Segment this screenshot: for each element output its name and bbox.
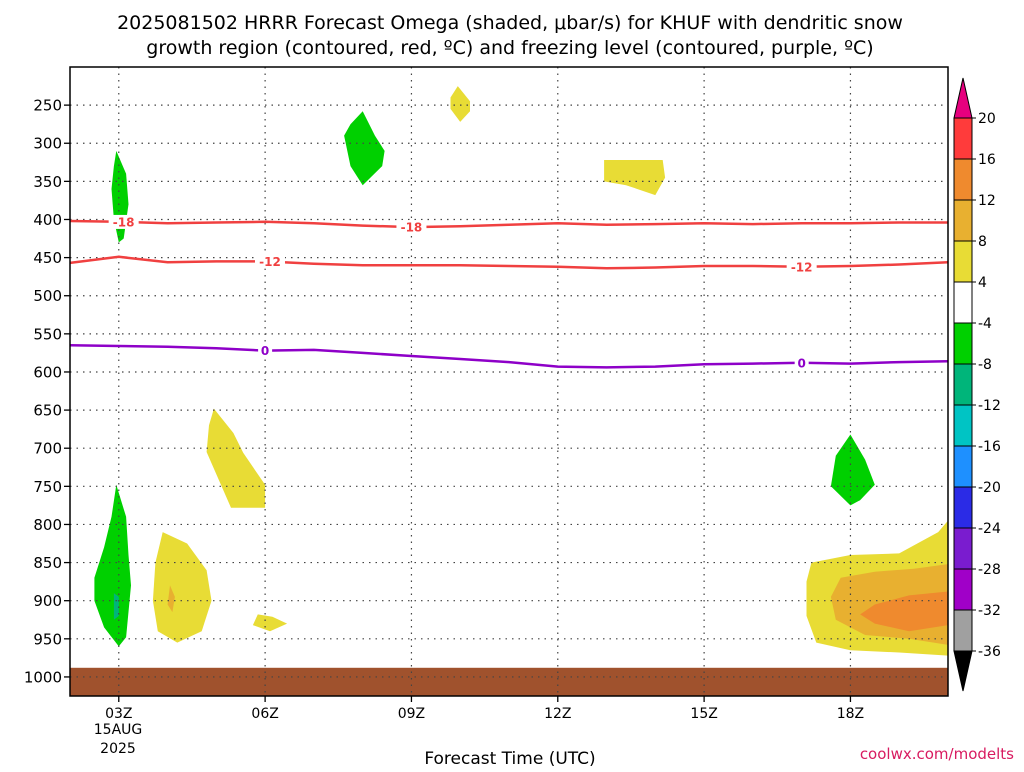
y-tick-label-600: 600 xyxy=(33,363,62,381)
omega-region-7 xyxy=(152,532,212,643)
colorbar-label--20: -20 xyxy=(978,480,1001,496)
colorbar-swatch-7 xyxy=(953,404,973,447)
colorbar-label--36: -36 xyxy=(978,644,1001,660)
x-axis-label: Forecast Time (UTC) xyxy=(424,749,595,768)
omega-region-6 xyxy=(113,593,119,620)
colorbar-swatch-11 xyxy=(953,568,973,611)
colorbar-label--4: -4 xyxy=(978,316,992,332)
y-tick-label-950: 950 xyxy=(33,630,62,648)
omega-region-4 xyxy=(206,408,266,508)
y-tick-label-400: 400 xyxy=(33,211,62,229)
contour-label-0-1: 0 xyxy=(797,356,805,370)
omega-region-1 xyxy=(344,111,385,186)
contour-label-bg--18-1 xyxy=(396,220,427,235)
x-tick-label-06Z: 06Z xyxy=(251,706,278,722)
contour-label--18-1: -18 xyxy=(401,221,423,235)
x-date-year: 2025 xyxy=(100,741,136,757)
colorbar-label-16: 16 xyxy=(978,152,996,168)
colorbar-swatch-2 xyxy=(953,199,973,242)
colorbar-swatch-9 xyxy=(953,486,973,529)
colorbar-swatch-4 xyxy=(953,281,973,324)
credit-text: coolwx.com/modelts xyxy=(860,745,1014,763)
colorbar-label-4: 4 xyxy=(978,275,987,291)
colorbar-swatch-10 xyxy=(953,527,973,570)
colorbar-swatch-8 xyxy=(953,445,973,488)
contour-label-bg-0-1 xyxy=(794,355,809,370)
colorbar-label--24: -24 xyxy=(978,521,1001,537)
contour-label-bg-0-0 xyxy=(258,343,273,358)
plot-area: -18 -18 -12 -12 0 0 250 300 350 400 450 500 550 600 65… xyxy=(24,66,949,722)
colorbar-label--12: -12 xyxy=(978,398,1001,414)
colorbar-label--8: -8 xyxy=(978,357,992,373)
contour-label-bg--12-0 xyxy=(254,254,285,269)
y-tick-label-250: 250 xyxy=(33,97,62,115)
contour-label--12-1: -12 xyxy=(791,260,813,274)
chart-title-line2: growth region (contoured, red, ºC) and f… xyxy=(146,37,873,59)
omega-region-8 xyxy=(167,585,175,613)
colorbar-label--28: -28 xyxy=(978,562,1001,578)
omega-region-5 xyxy=(94,484,131,647)
colorbar: 20 16 12 8 4 -4 -8 -12 -16 -20 -24 -28 -32 -36 xyxy=(953,77,1001,692)
colorbar-swatch-6 xyxy=(953,363,973,406)
x-tick-label-18Z: 18Z xyxy=(837,706,864,722)
colorbar-swatch-5 xyxy=(953,322,973,365)
y-tick-label-450: 450 xyxy=(33,249,62,267)
omega-region-10 xyxy=(830,434,875,506)
colorbar-arrow-top xyxy=(953,77,973,119)
y-tick-label-850: 850 xyxy=(33,554,62,572)
x-tick-label-12Z: 12Z xyxy=(544,706,571,722)
x-tick-label-09Z: 09Z xyxy=(398,706,425,722)
colorbar-swatch-12 xyxy=(953,609,973,652)
colorbar-swatch-0 xyxy=(953,117,973,160)
y-tick-label-550: 550 xyxy=(33,325,62,343)
contour-label--18-0: -18 xyxy=(113,215,135,229)
colorbar-arrow-bottom xyxy=(953,650,973,692)
colorbar-label-8: 8 xyxy=(978,234,987,250)
contour-line-0 xyxy=(69,344,949,369)
colorbar-label--32: -32 xyxy=(978,603,1001,619)
surface-ground xyxy=(70,667,948,696)
omega-region-9 xyxy=(252,614,288,632)
contour-label-bg--12-1 xyxy=(786,259,817,274)
y-tick-label-800: 800 xyxy=(33,516,62,534)
omega-region-13 xyxy=(860,591,948,632)
plot-frame xyxy=(69,66,949,697)
contour-label-0-0: 0 xyxy=(261,344,269,358)
omega-region-2 xyxy=(450,86,470,122)
y-tick-label-700: 700 xyxy=(33,440,62,458)
y-tick-label-500: 500 xyxy=(33,287,62,305)
contour-label-bg--18-0 xyxy=(108,214,139,229)
colorbar-label-20: 20 xyxy=(978,111,996,127)
colorbar-label--16: -16 xyxy=(978,439,1001,455)
y-tick-label-1000: 1000 xyxy=(24,668,62,686)
contour-line--18 xyxy=(69,219,948,229)
x-tick-label-03Z: 03Z xyxy=(105,706,132,722)
colorbar-swatch-1 xyxy=(953,158,973,201)
x-tick-label-15Z: 15Z xyxy=(690,706,717,722)
y-tick-label-900: 900 xyxy=(33,592,62,610)
omega-region-3 xyxy=(604,160,666,196)
colorbar-swatch-3 xyxy=(953,240,973,283)
y-tick-label-300: 300 xyxy=(33,135,62,153)
contour-label--12-0: -12 xyxy=(259,255,281,269)
x-date-day: 15AUG xyxy=(94,722,143,738)
chart-title-line1: 2025081502 HRRR Forecast Omega (shaded, … xyxy=(117,12,903,34)
colorbar-label-12: 12 xyxy=(978,193,996,209)
y-tick-label-650: 650 xyxy=(33,402,62,420)
y-tick-label-750: 750 xyxy=(33,478,62,496)
y-tick-label-350: 350 xyxy=(33,173,62,191)
